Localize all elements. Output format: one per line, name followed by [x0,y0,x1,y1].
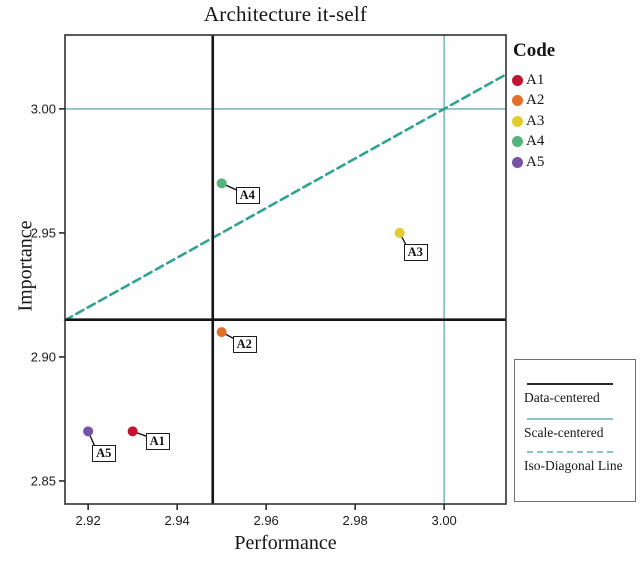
data-point-A2 [216,327,227,338]
lines-legend-box: Data-centered Scale-centered Iso-Diagonal … [514,359,636,502]
x-tick-label: 3.00 [431,513,456,528]
legend-line-sample-solid-icon [527,383,613,385]
legend-dot-A2-icon [512,95,523,107]
legend-line-sample-dashed-icon [527,451,613,453]
point-label-A3: A3 [403,243,428,261]
data-point-A5 [83,426,94,437]
x-axis-title: Performance [234,532,337,554]
code-legend-items: A1 A2 A3 A4 A5 [512,70,555,173]
legend-item-A5: A5 [512,152,555,173]
chart-title: Architecture it-self [203,2,368,26]
data-point-A4 [216,178,227,189]
code-legend-title: Code [513,40,556,61]
y-tick-label: 2.90 [31,349,56,364]
y-tick-label: 2.85 [31,473,56,488]
code-legend: Code A1 A2 A3 A4 A5 [512,40,555,173]
legend-item-A3: A3 [512,111,555,132]
legend-item-A2: A2 [512,91,555,112]
iso-diagonal-line [63,73,508,322]
legend-item-label: A4 [526,133,545,150]
legend-item-label: A2 [526,92,545,109]
legend-item-A4: A4 [512,132,555,153]
x-tick-label: 2.98 [342,513,367,528]
legend-dot-A4-icon [512,136,523,148]
legend-item-label: A3 [526,112,545,129]
legend-dot-A1-icon [512,74,523,86]
point-label-A1: A1 [145,433,170,451]
legend-item-label: A1 [526,71,545,88]
point-label-A5: A5 [92,445,117,463]
x-tick-label: 2.96 [253,513,278,528]
point-label-A4: A4 [235,187,260,205]
legend-item-label: A5 [526,153,545,170]
legend-line-label: Iso-Diagonal Line [524,458,623,473]
legend-line-label: Data-centered [524,390,600,405]
y-tick-label: 2.95 [31,225,56,240]
legend-line-sample-solid-icon [527,418,613,420]
x-tick-label: 2.92 [75,513,100,528]
point-label-A2: A2 [232,336,257,354]
legend-line-label: Scale-centered [524,425,604,440]
plot-border [64,34,507,505]
y-axis-title: Importance [14,220,37,312]
x-tick-label: 2.94 [164,513,189,528]
legend-dot-A5-icon [512,156,523,168]
data-point-A1 [127,426,138,437]
y-tick-label: 3.00 [31,101,56,116]
legend-item-A1: A1 [512,70,555,91]
legend-dot-A3-icon [512,115,523,127]
data-point-A3 [394,227,405,238]
